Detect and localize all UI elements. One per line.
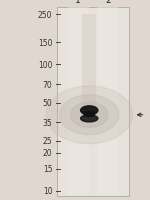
Text: 35: 35 bbox=[43, 118, 52, 127]
Text: 250: 250 bbox=[38, 11, 52, 19]
Ellipse shape bbox=[70, 103, 108, 128]
Bar bbox=[98, 8, 118, 196]
Bar bbox=[57, 8, 129, 196]
Ellipse shape bbox=[81, 115, 98, 122]
Text: 15: 15 bbox=[43, 164, 52, 173]
Ellipse shape bbox=[60, 95, 119, 135]
Ellipse shape bbox=[46, 86, 132, 144]
Text: 1: 1 bbox=[75, 0, 81, 5]
Bar bbox=[68, 8, 88, 196]
Bar bbox=[82, 15, 96, 115]
Ellipse shape bbox=[81, 106, 98, 115]
Text: 70: 70 bbox=[43, 80, 52, 89]
Text: 150: 150 bbox=[38, 38, 52, 47]
Ellipse shape bbox=[84, 112, 94, 117]
Text: 20: 20 bbox=[43, 149, 52, 158]
Text: 100: 100 bbox=[38, 61, 52, 70]
Text: 2: 2 bbox=[105, 0, 111, 5]
Text: 25: 25 bbox=[43, 136, 52, 145]
Text: 10: 10 bbox=[43, 187, 52, 195]
Text: 50: 50 bbox=[43, 99, 52, 107]
